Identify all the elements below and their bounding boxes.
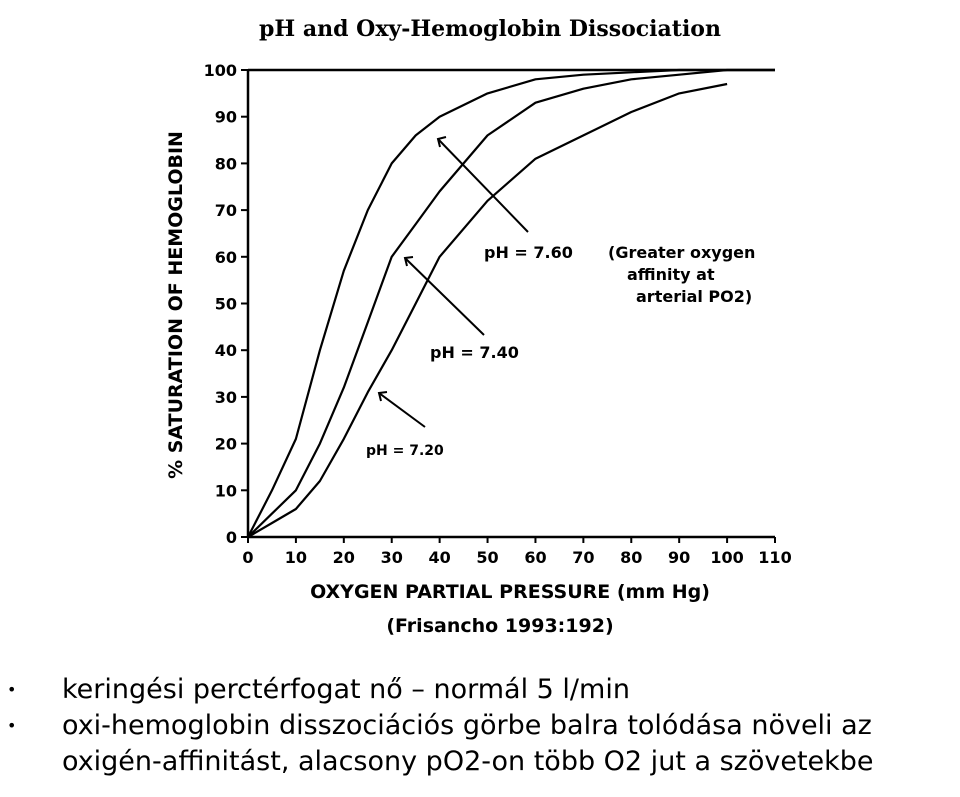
curve-series-1 <box>247 68 775 538</box>
x-tick-label: 0 <box>242 548 253 567</box>
y-tick-label: 90 <box>215 108 237 127</box>
x-tick-label: 70 <box>572 548 594 567</box>
y-axis-ticks: 0 10 20 30 40 50 60 70 80 90 100 <box>204 61 248 547</box>
x-tick-label: 60 <box>524 548 546 567</box>
x-tick-label: 20 <box>333 548 355 567</box>
label-ph760-detail-3: arterial PO2) <box>636 287 752 306</box>
y-tick-label: 80 <box>215 154 237 173</box>
x-tick-label: 80 <box>620 548 642 567</box>
x-axis-ticks: 0 10 20 30 40 50 60 70 80 90 100 110 <box>242 537 792 567</box>
arrow-ph720 <box>378 392 426 428</box>
y-tick-label: 40 <box>215 341 237 360</box>
curve-series-2 <box>247 82 728 538</box>
y-tick-label: 10 <box>215 481 237 500</box>
bullet-item-cardiac-output: • keringési perctérfogat nő – normál 5 l… <box>0 672 960 708</box>
dissociation-chart: pH and Oxy-Hemoglobin Dissociation 0 10 20… <box>165 16 792 637</box>
label-ph720: pH = 7.20 <box>366 443 444 459</box>
x-tick-label: 50 <box>476 548 498 567</box>
curve-series-0 <box>247 68 775 538</box>
arrow-ph760 <box>437 138 529 233</box>
arrowhead-ph760-icon <box>436 136 447 148</box>
y-axis-label: % SATURATION OF HEMOGLOBIN <box>165 131 187 479</box>
y-tick-label: 100 <box>204 61 237 80</box>
source-citation: (Frisancho 1993:192) <box>386 615 613 637</box>
label-ph760-detail-2: affinity at <box>627 265 715 284</box>
label-ph760: pH = 7.60 <box>484 243 573 262</box>
x-tick-label: 40 <box>429 548 451 567</box>
x-tick-label: 110 <box>758 548 791 567</box>
x-tick-label: 10 <box>285 548 307 567</box>
y-tick-label: 20 <box>215 435 237 454</box>
curves <box>247 68 775 538</box>
y-tick-label: 30 <box>215 388 237 407</box>
x-tick-label: 30 <box>381 548 403 567</box>
bullet-dot-icon: • <box>7 680 17 699</box>
bullet-text: oxigén-affinitást, alacsony pO2-on több … <box>62 746 874 777</box>
y-tick-label: 70 <box>215 201 237 220</box>
bullet-dot-icon: • <box>7 716 17 735</box>
bullet-list: • keringési perctérfogat nő – normál 5 l… <box>0 672 960 780</box>
label-ph760-detail-1: (Greater oxygen <box>608 243 755 262</box>
y-tick-label: 60 <box>215 248 237 267</box>
bullet-text: oxi-hemoglobin disszociációs görbe balra… <box>62 710 872 741</box>
arrow-ph740 <box>404 257 485 336</box>
y-tick-label: 0 <box>226 528 237 547</box>
bullet-item-left-shift: • oxi-hemoglobin disszociációs görbe bal… <box>0 708 960 780</box>
x-axis-label: OXYGEN PARTIAL PRESSURE (mm Hg) <box>310 581 710 603</box>
label-ph740: pH = 7.40 <box>430 343 519 362</box>
x-tick-label: 100 <box>710 548 743 567</box>
bullet-text: keringési perctérfogat nő – normál 5 l/m… <box>62 674 630 705</box>
chart-title: pH and Oxy-Hemoglobin Dissociation <box>259 16 721 42</box>
arrowhead-ph720-icon <box>377 391 388 402</box>
y-tick-label: 50 <box>215 295 237 314</box>
x-tick-label: 90 <box>668 548 690 567</box>
arrowhead-ph740-icon <box>403 256 414 267</box>
